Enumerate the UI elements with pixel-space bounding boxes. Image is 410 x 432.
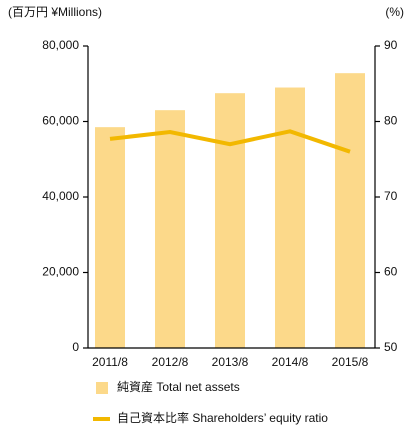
legend-label: 純資産 Total net assets — [117, 379, 240, 394]
bar — [215, 93, 245, 348]
legend-swatch — [96, 382, 108, 394]
y2-tick-label: 70 — [384, 189, 398, 203]
bar — [335, 73, 365, 349]
x-tick-label: 2011/8 — [92, 355, 128, 369]
x-tick-label: 2014/8 — [272, 355, 309, 369]
y-tick-label: 20,000 — [42, 265, 79, 279]
y2-tick-label: 60 — [384, 265, 398, 279]
legend-label: 自己資本比率 Shareholders’ equity ratio — [117, 410, 328, 425]
x-tick-label: 2012/8 — [152, 355, 189, 369]
y2-tick-label: 80 — [384, 114, 398, 128]
y2-tick-label: 90 — [384, 38, 398, 52]
bar — [275, 87, 305, 349]
y2-unit-label: (%) — [385, 5, 404, 19]
y-tick-label: 40,000 — [42, 189, 79, 203]
y-tick-label: 60,000 — [42, 114, 79, 128]
bar — [95, 127, 125, 348]
y-unit-label: (百万円 ¥Millions) — [8, 5, 102, 19]
x-tick-label: 2013/8 — [212, 355, 249, 369]
bar — [155, 110, 185, 348]
y-tick-label: 80,000 — [42, 38, 79, 52]
y-tick-label: 0 — [72, 340, 79, 354]
line-series — [109, 129, 351, 154]
y2-tick-label: 50 — [384, 340, 398, 354]
x-tick-label: 2015/8 — [332, 355, 369, 369]
